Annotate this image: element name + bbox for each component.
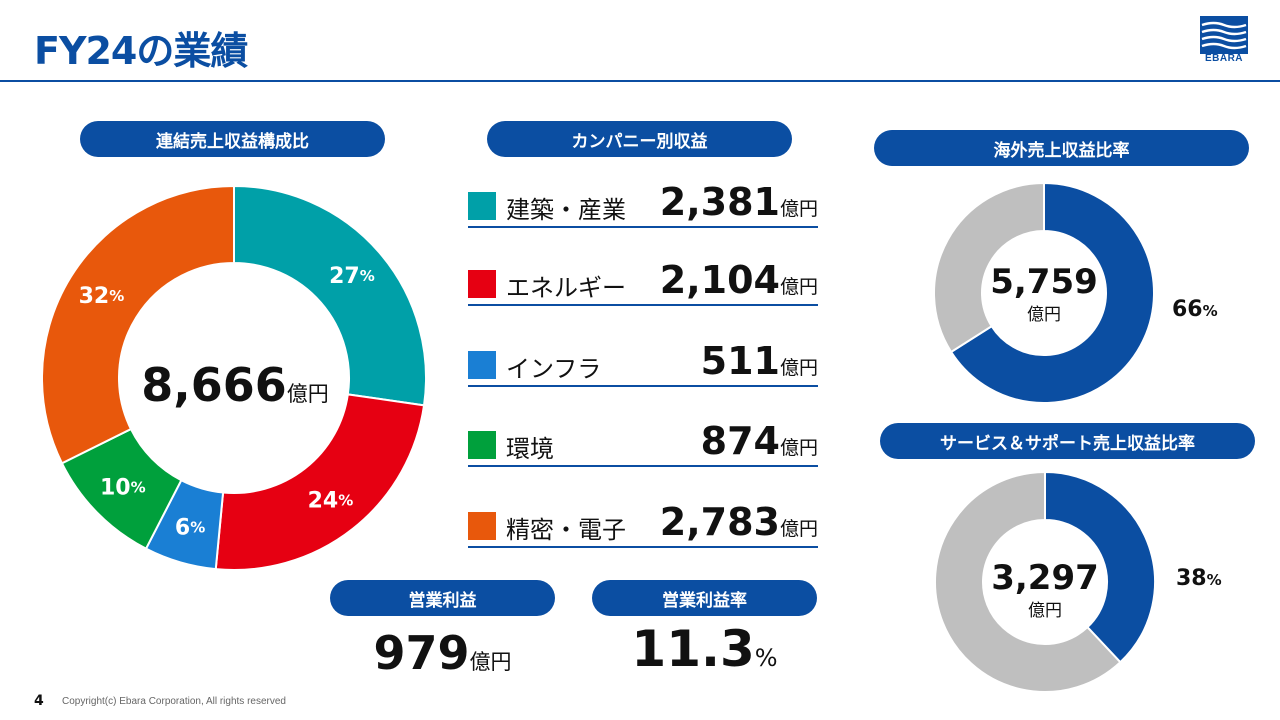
company-row-energy: エネルギー 2,104億円 [468, 258, 818, 306]
environment-swatch [468, 431, 496, 459]
company-unit: 億円 [779, 276, 818, 298]
operating-margin-value: 11.3 [631, 620, 755, 678]
donut-slice-0 [233, 184, 427, 407]
page-number: 4 [34, 693, 44, 709]
company-value: 874 [700, 419, 780, 463]
title-divider [0, 80, 1280, 82]
service-percent-label: 38% [1176, 566, 1222, 591]
company-unit: 億円 [779, 357, 818, 379]
infra-swatch [468, 351, 496, 379]
donut-label-0: 27% [329, 263, 375, 288]
overseas-ratio-label: 海外売上収益比率 [874, 130, 1249, 166]
service-ratio-label: サービス＆サポート売上収益比率 [880, 423, 1255, 459]
company-name: 環境 [506, 435, 554, 463]
operating-profit-value: 979 [373, 626, 470, 680]
company-unit: 億円 [779, 437, 818, 459]
construction-swatch [468, 192, 496, 220]
donut-slice-1 [214, 393, 426, 571]
company-row-precision: 精密・電子 2,783億円 [468, 500, 818, 548]
company-unit: 億円 [779, 518, 818, 540]
operating-profit-unit: 億円 [469, 650, 512, 674]
composition-label: 連結売上収益構成比 [80, 121, 385, 157]
overseas-donut-chart [933, 181, 1155, 404]
donut-label-1: 24% [308, 488, 354, 513]
overseas-value: 5,759 [990, 262, 1098, 302]
company-unit: 億円 [779, 198, 818, 220]
logo-wordmark: EBARA [1204, 53, 1244, 64]
row-divider [468, 546, 818, 548]
donut-label-2: 6% [175, 515, 205, 540]
overseas-unit: 億円 [1027, 305, 1061, 325]
donut-label-4: 32% [79, 283, 125, 308]
donut-slice-1 [933, 181, 1045, 354]
overseas-percent-label: 66% [1172, 297, 1218, 322]
operating-profit-label: 営業利益 [330, 580, 555, 616]
precision-swatch [468, 512, 496, 540]
row-divider [468, 304, 818, 306]
company-value: 2,381 [659, 180, 780, 224]
row-divider [468, 226, 818, 228]
company-name: 建築・産業 [506, 196, 626, 224]
donut-label-3: 10% [100, 475, 146, 500]
operating-margin: 11.3% [592, 620, 817, 678]
company-value: 2,104 [659, 258, 780, 302]
company-row-environment: 環境 874億円 [468, 419, 818, 467]
service-center: 3,297 億円 [965, 560, 1125, 621]
ebara-logo-icon [1200, 16, 1248, 54]
company-value: 511 [700, 339, 780, 383]
company-revenue-label: カンパニー別収益 [487, 121, 792, 157]
overseas-center: 5,759 億円 [964, 264, 1124, 325]
service-value: 3,297 [991, 558, 1099, 598]
operating-margin-unit: % [754, 644, 778, 672]
company-name: 精密・電子 [506, 516, 626, 544]
row-divider [468, 465, 818, 467]
donut-slice-0 [1044, 470, 1156, 664]
operating-margin-label: 営業利益率 [592, 580, 817, 616]
donut-slice-4 [41, 184, 235, 465]
company-name: エネルギー [506, 274, 626, 302]
company-row-infra: インフラ 511億円 [468, 339, 818, 387]
donut-slice-0 [949, 181, 1155, 404]
company-row-construction: 建築・産業 2,381億円 [468, 180, 818, 228]
page-title: FY24の業績 [34, 29, 248, 73]
composition-total: 8,666億円 [135, 358, 335, 412]
service-donut-chart [934, 470, 1156, 693]
company-value: 2,783 [659, 500, 780, 544]
operating-profit: 979億円 [330, 626, 555, 680]
composition-total-unit: 億円 [286, 382, 329, 406]
row-divider [468, 385, 818, 387]
company-name: インフラ [506, 355, 602, 383]
energy-swatch [468, 270, 496, 298]
donut-slice-1 [934, 470, 1122, 693]
service-unit: 億円 [1028, 601, 1062, 621]
composition-donut-chart: 27% 24% 6% 10% 32% [41, 184, 427, 571]
copyright: Copyright(c) Ebara Corporation, All righ… [62, 696, 286, 707]
composition-total-value: 8,666 [141, 358, 287, 412]
